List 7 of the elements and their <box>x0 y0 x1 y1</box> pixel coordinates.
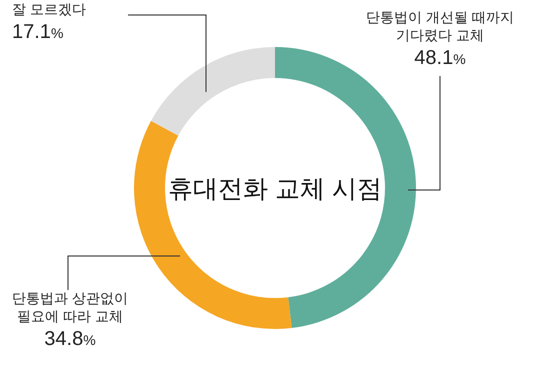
data-label: 17.1% <box>12 21 64 43</box>
text: 휴대전화 교체 시점 <box>168 175 382 203</box>
slice-label: 단통법과 상관없이 필요에 따라 교체 <box>12 290 128 324</box>
data-label: 34.8% <box>44 328 96 350</box>
slice-label: 잘 모르겠다 <box>12 1 86 17</box>
data-label: 48.1% <box>414 47 466 69</box>
slice-label: 단통법이 개선될 때까지 기다렸다 교체 <box>366 9 514 43</box>
